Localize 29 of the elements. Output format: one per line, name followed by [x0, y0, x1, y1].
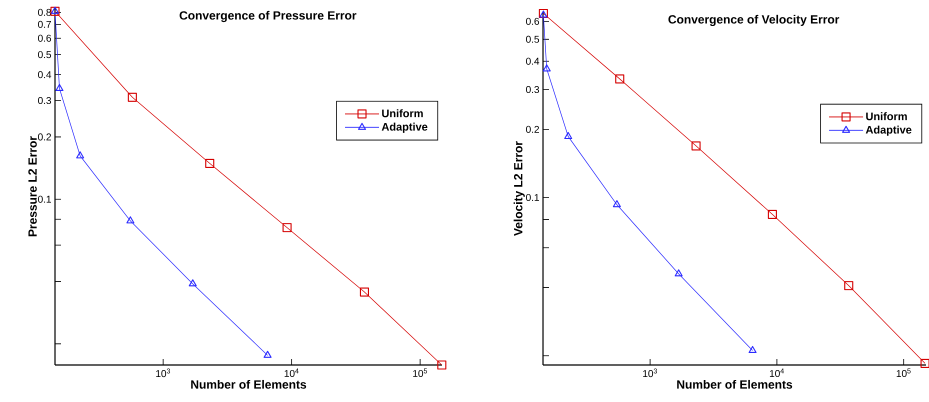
y-tick-label: 0.6 [38, 34, 52, 42]
y-tick-label: 0.5 [526, 36, 540, 43]
y-tick-label: 0.7 [38, 20, 51, 28]
x-tick-label: 10$^{3}$ [156, 368, 170, 378]
y-tick-label: 0.3 [526, 86, 540, 94]
y-axis-title: Pressure L2 Error [28, 136, 37, 236]
y-tick-label: 0.4 [526, 58, 540, 65]
legend-label: Uniform [382, 109, 423, 118]
y-tick-label: 0.1 [526, 194, 540, 202]
x-tick-label: 10$^{4}$ [770, 368, 784, 378]
y-tick-label: 0.1 [38, 196, 52, 203]
x-tick-label: 10$^{5}$ [896, 368, 911, 378]
chart-title: Convergence of Velocity Error [668, 14, 840, 26]
x-axis-title: Number of Elements [191, 380, 306, 389]
x-tick-label: 10$^{4}$ [284, 368, 299, 378]
chart-title: Convergence of Pressure Error [180, 10, 356, 22]
y-tick-label: 0.4 [38, 71, 52, 78]
y-tick-label: 0.2 [526, 126, 539, 133]
y-tick-label: 0.5 [38, 51, 52, 58]
y-tick-label: 0.2 [38, 133, 51, 140]
x-axis-title: Number of Elements [677, 380, 792, 389]
x-tick-label: 10$^{3}$ [643, 368, 658, 378]
legend-label: Uniform [866, 112, 907, 120]
y-axis-title: Velocity L2 Error [514, 141, 525, 236]
y-tick-label: 0.6 [526, 18, 540, 25]
legend-label: Adaptive [866, 126, 912, 136]
x-tick-label: 10$^{5}$ [413, 368, 428, 378]
y-tick-label: 0.3 [38, 96, 52, 104]
legend-label: Adaptive [382, 122, 428, 133]
